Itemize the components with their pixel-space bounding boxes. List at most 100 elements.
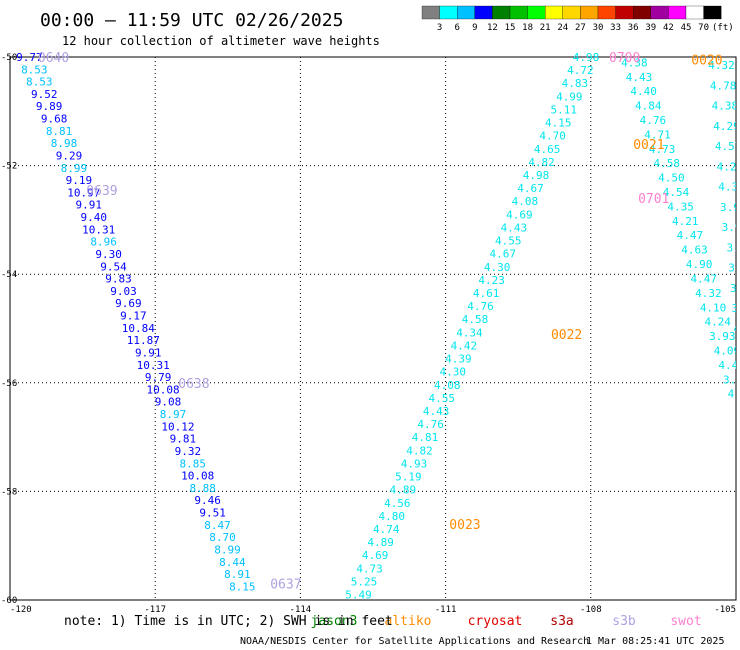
wave-height-label: 4.84	[635, 100, 662, 113]
x-tick-label: -105	[714, 605, 736, 615]
wave-height-label: 8.47	[204, 519, 231, 532]
wave-height-label: 4.73	[356, 562, 383, 575]
colorbar-swatch	[650, 5, 669, 20]
wave-height-label: 9.79	[145, 371, 172, 384]
wave-height-label: 4.57	[715, 140, 740, 153]
colorbar-tick-label: 15	[505, 23, 516, 33]
wave-height-label: 4.98	[573, 51, 600, 64]
chart-subtitle: 12 hour collection of altimeter wave hei…	[62, 34, 380, 48]
wave-height-label: 10.84	[122, 322, 155, 335]
wave-height-label: 4.76	[417, 418, 444, 431]
wave-height-label: 4.81	[412, 431, 439, 444]
wave-height-label: 4.38	[712, 100, 739, 113]
wave-height-label: 4.63	[681, 244, 708, 257]
wave-height-label: 3.95	[722, 221, 740, 234]
wave-height-label: 4.34	[456, 326, 483, 339]
wave-height-label: 9.91	[135, 346, 162, 359]
wave-height-label: 4.30	[484, 261, 511, 274]
track-values: 9.778.538.539.529.899.688.818.989.298.99…	[16, 51, 740, 600]
colorbar-tick-label: 24	[557, 23, 568, 33]
y-tick-label: -60	[1, 596, 17, 606]
pass-time-label: 0023	[449, 518, 480, 533]
pass-time-label: 0700	[609, 51, 640, 66]
colorbar-tick-label: 45	[681, 23, 692, 33]
wave-height-label: 9.51	[199, 507, 226, 520]
wave-height-label: 9.40	[80, 211, 107, 224]
colorbar-swatch	[703, 5, 722, 20]
satellite-legend: jason3 altiko cryosat s3a s3b swot	[311, 614, 702, 629]
wave-height-label: 4.32	[708, 59, 735, 72]
colorbar-swatch	[509, 5, 528, 20]
wave-height-label: 11.87	[127, 334, 160, 347]
colorbar-swatch	[474, 5, 493, 20]
wave-height-label: 4.65	[534, 143, 561, 156]
satellite-legend-item: s3b	[612, 614, 636, 629]
pass-time-label: 0639	[86, 184, 117, 199]
wave-height-label: 4.47	[677, 229, 704, 242]
y-tick-label: -52	[1, 162, 17, 172]
satellite-legend-item: altiko	[385, 614, 432, 629]
chart-title: 00:00 – 11:59 UTC 02/26/2025	[40, 10, 343, 31]
wave-height-label: 4.58	[654, 157, 681, 170]
colorbar-tick-label: 70	[698, 23, 709, 33]
footer-note: note: 1) Time is in UTC; 2) SWH is in fe…	[64, 614, 393, 629]
wave-height-label: 4.69	[506, 208, 533, 221]
wave-height-label: 4.69	[362, 549, 389, 562]
wave-height-label: 9.29	[56, 149, 83, 162]
wave-height-label: 4.90	[686, 258, 713, 271]
pass-time-label: 0637	[270, 578, 301, 593]
wave-height-label: 4.43	[501, 221, 528, 234]
wave-height-label: 9.91	[76, 199, 103, 212]
pass-time-label: 0638	[178, 377, 209, 392]
wave-height-label: 3.8	[730, 282, 740, 295]
colorbar-swatch	[421, 5, 440, 20]
wave-height-label: 4.74	[373, 523, 400, 536]
colorbar-swatch	[492, 5, 511, 20]
wave-height-label: 4.70	[539, 130, 566, 143]
wave-height-label: 4.39	[445, 353, 472, 366]
colorbar-swatch	[580, 5, 599, 20]
wave-height-label: 10.08	[181, 470, 214, 483]
wave-height-label: 4.42	[451, 339, 478, 352]
colorbar-swatch	[685, 5, 704, 20]
wave-height-label: 8.97	[160, 408, 187, 421]
wave-height-label: 4.08	[512, 195, 539, 208]
colorbar-tick-label: 3	[437, 23, 442, 33]
footer-timestamp: 1 Mar 08:25:41 UTC 2025	[586, 636, 724, 647]
wave-height-label: 3.93	[709, 330, 736, 343]
wave-height-label: 4.78	[710, 79, 737, 92]
wave-height-label: 4.46	[718, 359, 740, 372]
wave-height-label: 4.72	[567, 64, 594, 77]
wave-height-label: 4.47	[691, 272, 718, 285]
colorbar-unit: (ft)	[712, 23, 734, 33]
satellite-legend-item: jason3	[311, 614, 358, 629]
x-tick-label: -108	[580, 605, 602, 615]
wave-height-label: 9.46	[194, 494, 221, 507]
wave-height-label: 4.24	[704, 316, 731, 329]
wave-height-label: 9.03	[110, 285, 137, 298]
colorbar-swatch	[457, 5, 475, 20]
wave-height-label: 5.11	[551, 103, 578, 116]
wave-height-label: 9.68	[41, 113, 68, 126]
wave-height-label: 10.97	[67, 186, 100, 199]
wave-height-label: 8.81	[46, 125, 73, 138]
wave-height-label: 9.32	[175, 445, 202, 458]
wave-height-label: 9.54	[100, 260, 127, 273]
wave-height-label: 5.25	[351, 575, 378, 588]
pass-time-label: 0640	[38, 51, 69, 66]
wave-height-label: 4.76	[728, 388, 740, 401]
wave-height-label: 10.12	[161, 420, 194, 433]
wave-height-label: 10.31	[82, 223, 115, 236]
colorbar-swatch	[615, 5, 634, 20]
wave-height-label: 4.67	[517, 182, 544, 195]
colorbar-tick-label: 33	[610, 23, 621, 33]
wave-height-label: 4.67	[489, 248, 516, 261]
plot-frame	[9, 56, 737, 601]
satellite-legend-item: cryosat	[468, 614, 523, 629]
wave-height-label: 4.98	[523, 169, 550, 182]
wave-height-label: 4.89	[367, 536, 394, 549]
wave-height-label: 9.77	[16, 51, 43, 64]
wave-height-label: 3.95	[720, 201, 740, 214]
colorbar-swatch	[527, 5, 546, 20]
wave-height-label: 4.38	[621, 56, 648, 69]
